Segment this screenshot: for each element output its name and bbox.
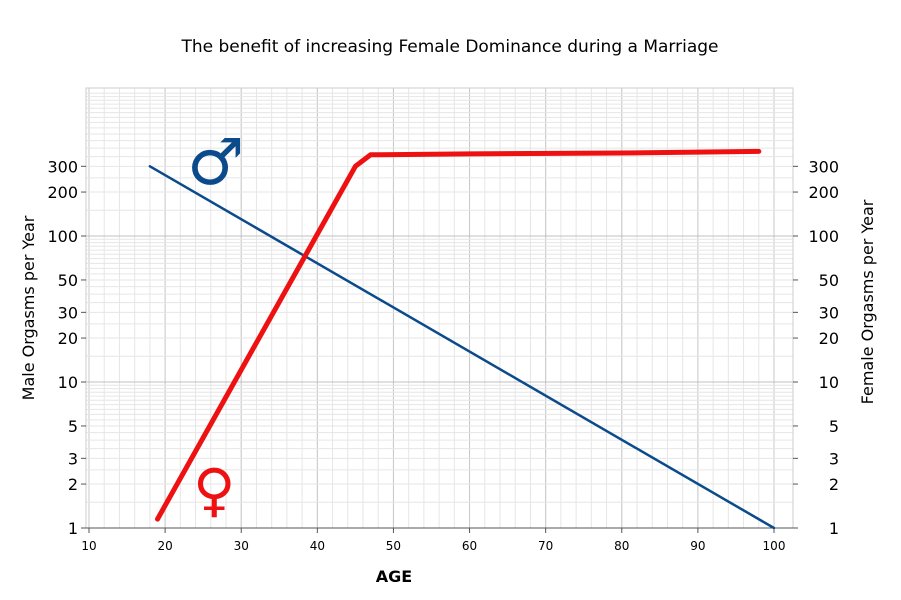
y-tick-label-left: 50 — [58, 271, 78, 290]
series-line-male — [148, 165, 776, 530]
y-tick-label-left: 30 — [58, 303, 78, 322]
y-tick-label-right: 100 — [808, 227, 839, 246]
y-tick-label-right: 200 — [808, 183, 839, 202]
x-axis-label: AGE — [376, 567, 412, 586]
y-tick-label-right: 1 — [829, 519, 839, 538]
y-tick-label-right: 300 — [808, 157, 839, 176]
y-tick-label-left: 100 — [47, 227, 78, 246]
y-tick-label-right: 30 — [819, 303, 839, 322]
chart-axes: 10 20 30 40 50 60 70 80 90 100 1 1 2 2 3 3 5 5 10 10 20 20 30 3… — [47, 87, 839, 553]
chart-series — [148, 148, 776, 530]
y-tick-label-left: 5 — [68, 417, 78, 436]
y-tick-label-right: 10 — [819, 373, 839, 392]
x-tick-label: 80 — [614, 539, 629, 553]
y-tick-label-right: 3 — [829, 449, 839, 468]
series-line-female — [155, 148, 762, 522]
chart-title: The benefit of increasing Female Dominan… — [180, 37, 718, 57]
chart-grid — [86, 88, 793, 529]
y-tick-label-left: 2 — [68, 475, 78, 494]
y-tick-label-left: 20 — [58, 329, 78, 348]
x-tick-label: 20 — [157, 539, 172, 553]
x-tick-label: 10 — [81, 539, 96, 553]
y-tick-label-left: 1 — [68, 519, 78, 538]
y-tick-label-right: 5 — [829, 417, 839, 436]
y-tick-label-left: 10 — [58, 373, 78, 392]
y-tick-label-right: 50 — [819, 271, 839, 290]
male-symbol-icon: ♂ — [187, 126, 244, 200]
x-tick-label: 70 — [538, 539, 553, 553]
x-tick-label: 60 — [462, 539, 477, 553]
x-tick-label: 40 — [310, 539, 325, 553]
chart-labels: The benefit of increasing Female Dominan… — [19, 37, 877, 586]
x-tick-label: 50 — [386, 539, 401, 553]
y-tick-label-left: 200 — [47, 183, 78, 202]
y-tick-label-right: 2 — [829, 475, 839, 494]
y-axis-label-left: Male Orgasms per Year — [19, 215, 38, 400]
x-tick-label: 100 — [763, 539, 786, 553]
y-axis-label-right: Female Orgasms per Year — [858, 199, 877, 404]
y-tick-label-left: 300 — [47, 157, 78, 176]
gender-symbols: ♂♀ — [187, 126, 244, 524]
y-tick-label-right: 20 — [819, 329, 839, 348]
x-tick-label: 30 — [234, 539, 249, 553]
x-tick-label: 90 — [690, 539, 705, 553]
female-symbol-icon: ♀ — [193, 456, 235, 524]
y-tick-label-left: 3 — [68, 449, 78, 468]
